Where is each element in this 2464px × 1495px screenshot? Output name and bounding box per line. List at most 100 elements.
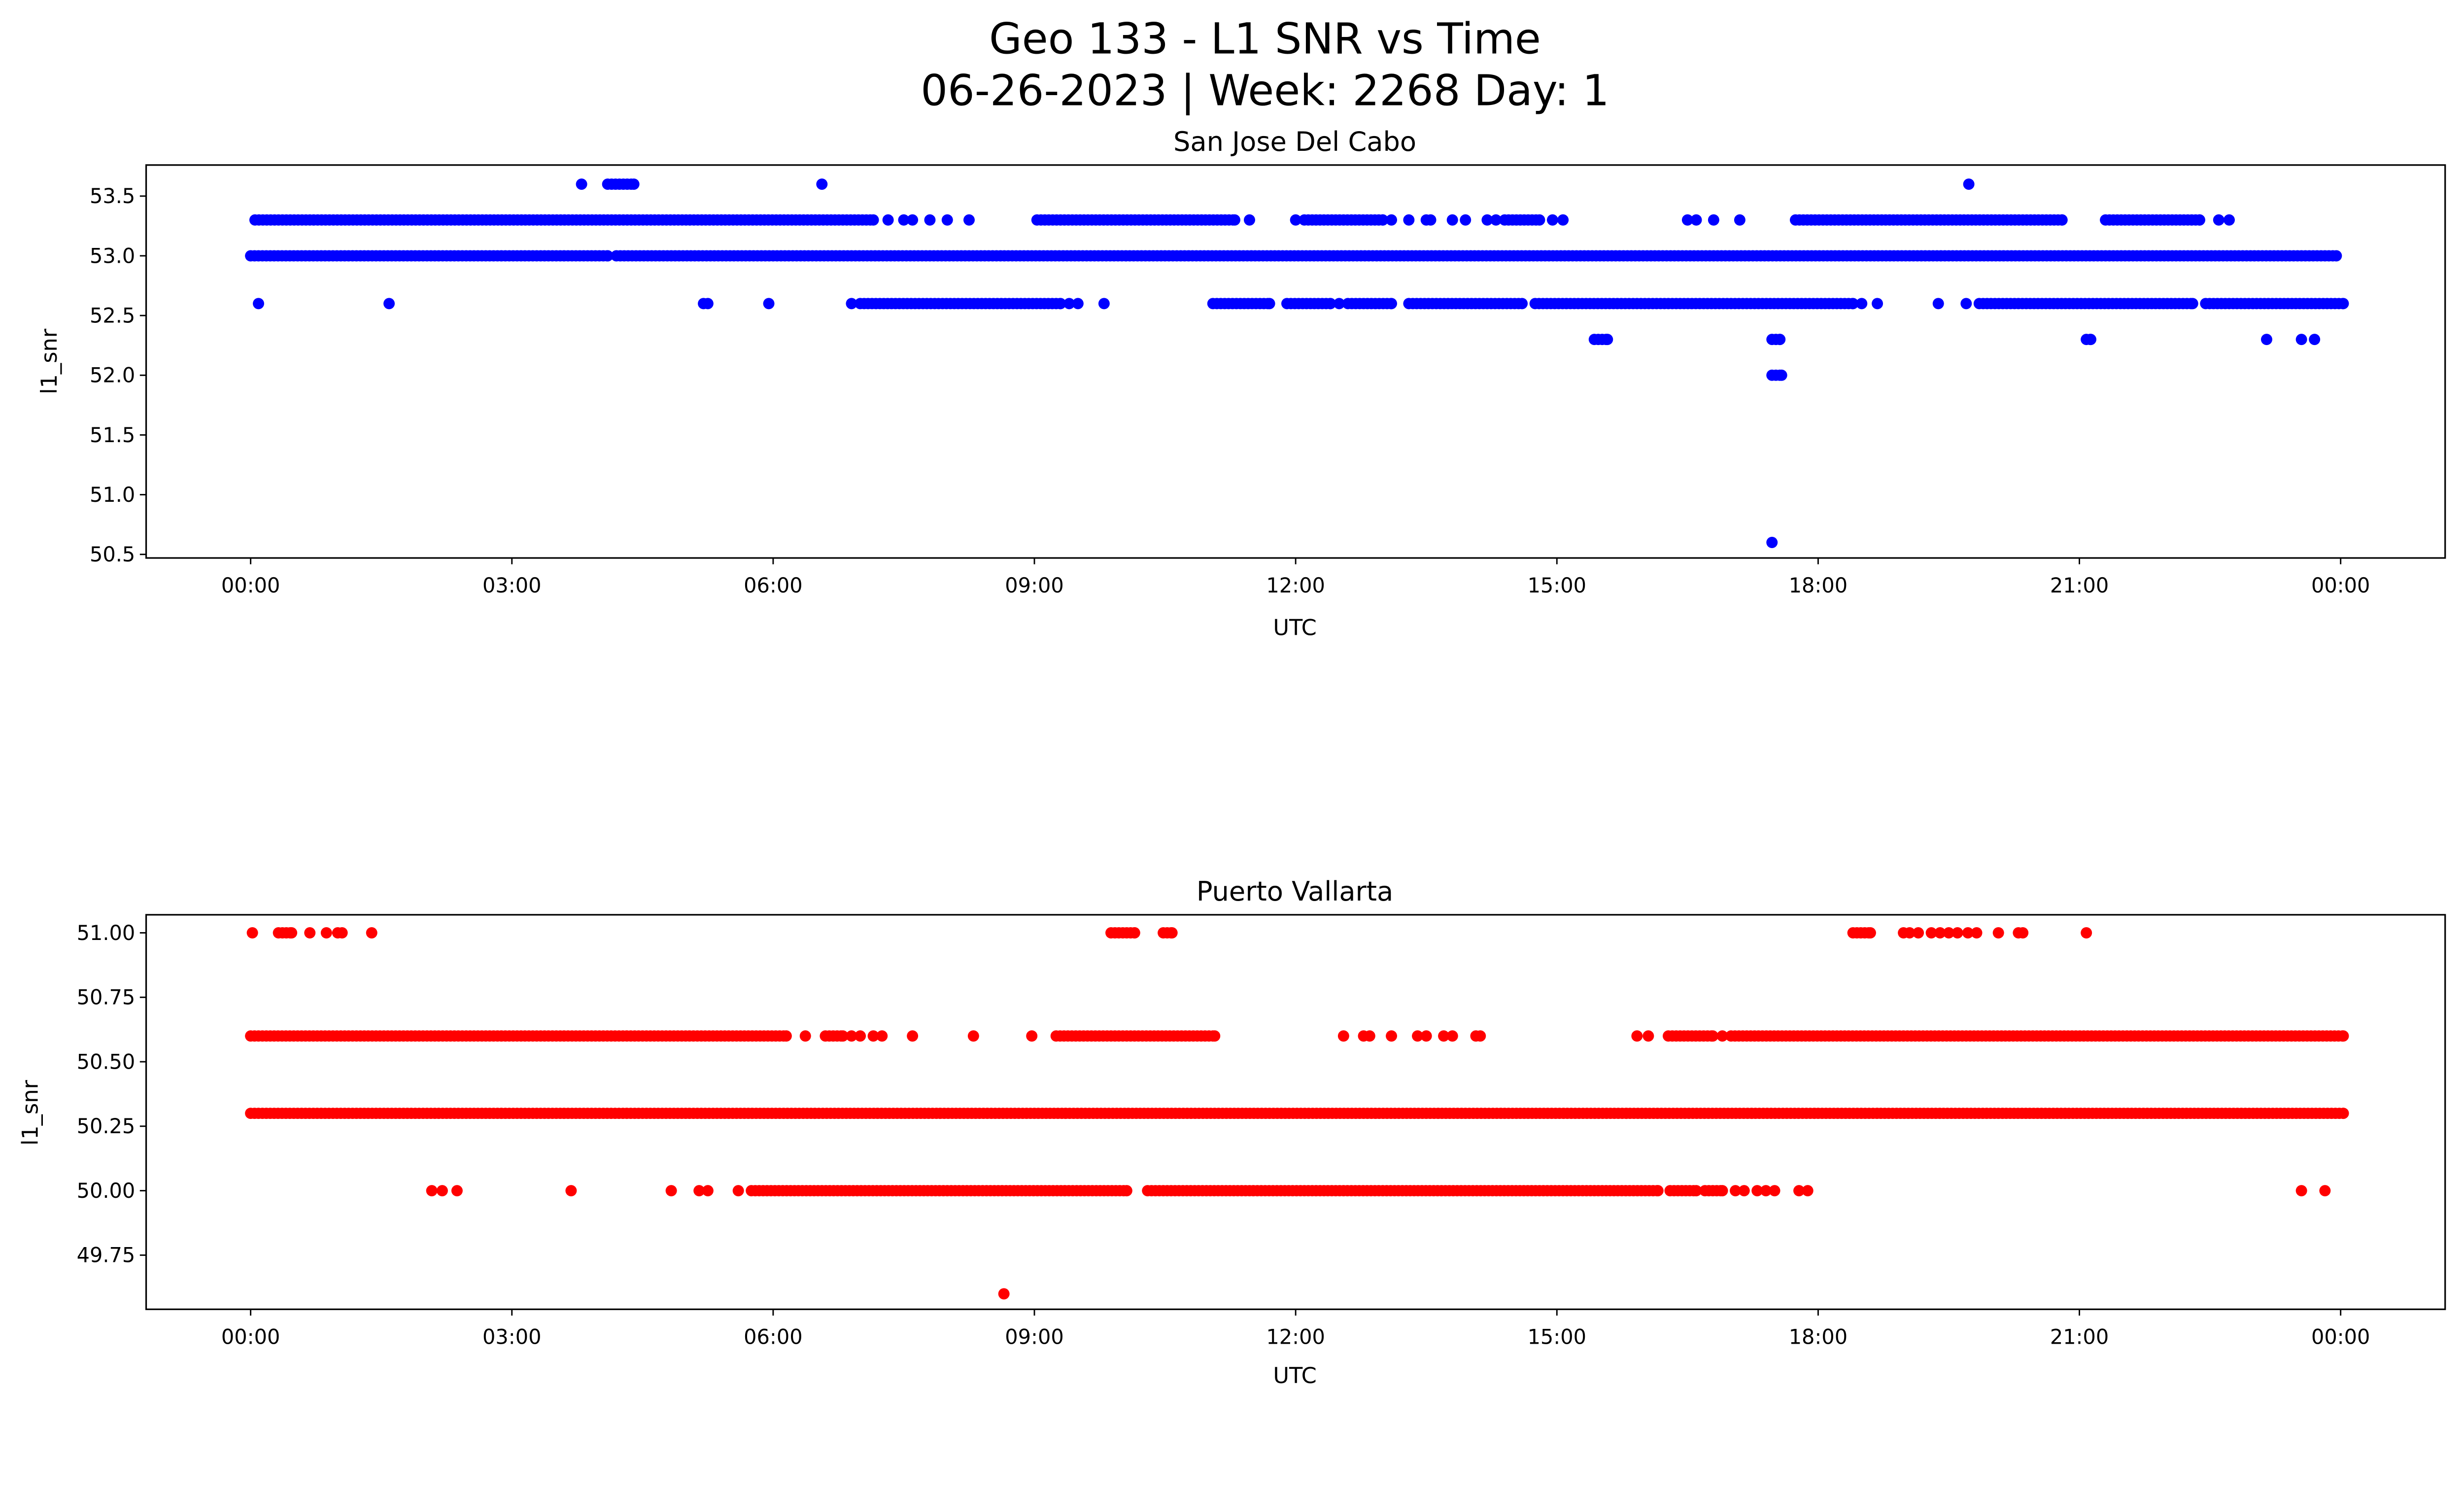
y-tick-label: 52.0 — [90, 364, 135, 387]
data-point — [665, 1185, 677, 1197]
data-point — [2330, 250, 2342, 262]
data-point — [1386, 1030, 1398, 1042]
y-tick-label: 49.75 — [77, 1244, 136, 1267]
data-point — [336, 927, 348, 939]
data-point — [732, 1185, 744, 1197]
data-point — [882, 214, 894, 226]
x-tick-label: 00:00 — [221, 574, 280, 597]
data-point — [1652, 1185, 1664, 1197]
subplot-san-jose-del-cabo: San Jose Del Cabo UTC l1_snr 00:00 03:00 0… — [36, 126, 2446, 640]
data-point — [1707, 1030, 1719, 1042]
data-point — [1244, 214, 1255, 226]
data-point — [426, 1185, 438, 1197]
data-point — [1229, 214, 1240, 226]
data-point — [907, 1030, 919, 1042]
data-point — [1766, 537, 1778, 548]
data-point — [1960, 298, 1972, 310]
data-point — [1774, 334, 1786, 346]
x-tick-label: 09:00 — [1005, 574, 1063, 597]
data-point — [963, 214, 975, 226]
data-point — [1631, 1030, 1643, 1042]
y-tick-label: 51.5 — [90, 423, 135, 447]
figure-background — [0, 0, 2464, 1407]
x-tick-label: 00:00 — [2311, 574, 2370, 597]
data-point — [2085, 334, 2096, 346]
x-tick-label: 12:00 — [1266, 1325, 1325, 1349]
x-tick-label: 03:00 — [482, 1325, 541, 1349]
data-point — [1446, 214, 1458, 226]
data-point — [2224, 214, 2235, 226]
data-point — [253, 298, 265, 310]
data-point — [1412, 1030, 1424, 1042]
data-point — [1490, 214, 1502, 226]
subplot-title: San Jose Del Cabo — [1173, 126, 1416, 157]
data-point — [1934, 927, 1946, 939]
data-point — [1334, 298, 1345, 310]
y-tick-label: 51.0 — [90, 483, 135, 507]
data-points — [245, 178, 2349, 548]
x-tick-label: 06:00 — [744, 574, 802, 597]
data-point — [436, 1185, 448, 1197]
figure-title-line2: 06-26-2023 | Week: 2268 Day: 1 — [921, 67, 1609, 116]
data-point — [286, 927, 298, 939]
data-point — [2309, 334, 2321, 346]
data-point — [451, 1185, 463, 1197]
subplot-title: Puerto Vallarta — [1197, 876, 1393, 907]
data-point — [1026, 1030, 1038, 1042]
y-tick-label: 51.00 — [77, 921, 136, 945]
data-point — [693, 1185, 705, 1197]
data-point — [1403, 214, 1415, 226]
x-tick-label: 15:00 — [1528, 1325, 1586, 1349]
y-tick-label: 53.0 — [90, 244, 135, 268]
data-point — [907, 214, 919, 226]
data-point — [2337, 1030, 2349, 1042]
data-point — [1602, 334, 1613, 346]
data-point — [1962, 927, 1974, 939]
data-point — [1963, 178, 1975, 190]
data-point — [1063, 298, 1075, 310]
y-tick-label: 50.5 — [90, 543, 135, 566]
data-point — [1121, 1185, 1132, 1197]
data-point — [1971, 927, 1983, 939]
data-point — [2081, 927, 2092, 939]
y-tick-label: 53.5 — [90, 184, 135, 208]
data-point — [2056, 214, 2068, 226]
data-point — [1769, 1185, 1780, 1197]
data-point — [1460, 214, 1472, 226]
data-point — [1446, 1030, 1458, 1042]
data-point — [799, 1030, 811, 1042]
data-point — [1420, 1030, 1432, 1042]
data-point — [1760, 1185, 1772, 1197]
data-point — [1716, 1030, 1728, 1042]
data-point — [1474, 1030, 1486, 1042]
data-point — [1557, 214, 1569, 226]
data-point — [246, 927, 258, 939]
data-point — [1337, 1030, 1349, 1042]
data-point — [1864, 927, 1876, 939]
data-point — [1364, 1030, 1375, 1042]
data-point — [1751, 1185, 1763, 1197]
data-point — [2295, 334, 2307, 346]
x-tick-label: 18:00 — [1789, 574, 1848, 597]
data-point — [1264, 298, 1275, 310]
data-point — [2017, 927, 2029, 939]
x-tick-label: 09:00 — [1005, 1325, 1063, 1349]
data-points — [245, 927, 2349, 1300]
data-point — [1951, 927, 1963, 939]
data-point — [1681, 214, 1693, 226]
data-point — [1290, 214, 1301, 226]
data-point — [1516, 298, 1528, 310]
data-point — [1856, 298, 1868, 310]
data-point — [1847, 298, 1859, 310]
data-point — [1325, 298, 1336, 310]
figure-title-line1: Geo 133 - L1 SNR vs Time — [989, 14, 1541, 64]
data-point — [628, 178, 640, 190]
y-tick-label: 52.5 — [90, 304, 135, 327]
data-point — [998, 1288, 1010, 1300]
data-point — [1386, 298, 1398, 310]
x-axis-label: UTC — [1273, 615, 1316, 640]
x-tick-label: 21:00 — [2050, 574, 2109, 597]
x-tick-label: 03:00 — [482, 574, 541, 597]
data-point — [867, 1030, 879, 1042]
data-point — [1943, 927, 1954, 939]
